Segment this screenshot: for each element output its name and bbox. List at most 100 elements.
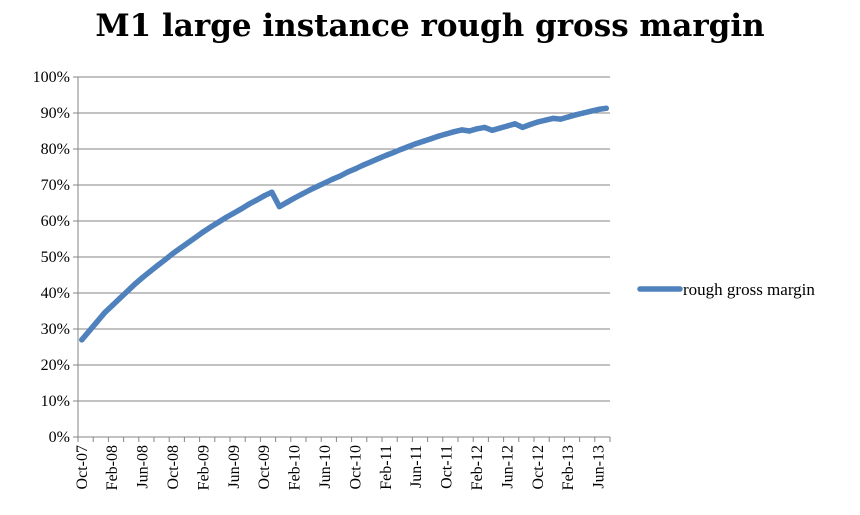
y-axis-ticks: 0% 10% 20% 30% 40% 50% 60% 70% 80% 90% 100% — [33, 69, 78, 446]
x-tick-label: Feb-12 — [469, 445, 486, 490]
data-point — [550, 115, 556, 122]
gridlines — [78, 76, 610, 402]
data-point — [421, 138, 427, 144]
chart-title: M1 large instance rough gross margin — [95, 8, 765, 44]
data-point — [208, 224, 214, 230]
y-tick-label: 40% — [41, 285, 70, 302]
data-point — [459, 127, 465, 133]
x-tick-label: Oct-07 — [74, 445, 91, 489]
data-point — [124, 288, 131, 294]
data-point — [367, 159, 374, 165]
y-tick-label: 0% — [49, 429, 70, 446]
data-point — [284, 199, 290, 205]
data-point — [231, 210, 237, 216]
data-point — [215, 219, 222, 225]
data-point — [580, 110, 587, 116]
data-point — [261, 193, 267, 199]
data-point — [375, 156, 381, 162]
x-tick-label: Jun-11 — [408, 445, 425, 488]
y-tick-label: 100% — [33, 69, 70, 86]
data-point — [299, 191, 305, 197]
x-tick-label: Feb-10 — [287, 445, 304, 490]
data-point — [542, 117, 549, 123]
data-point — [398, 146, 404, 153]
data-point — [307, 187, 313, 193]
data-point — [428, 135, 435, 142]
data-point — [162, 256, 169, 263]
data-point — [101, 310, 108, 316]
x-tick-label: Jun-09 — [226, 445, 243, 489]
data-point — [443, 131, 450, 137]
y-tick-label: 50% — [41, 249, 70, 266]
data-point — [132, 281, 138, 287]
data-point — [329, 176, 336, 182]
x-axis-ticks: Oct-07 Feb-08 Jun-08 Oct-08 Feb-09 Jun-09 Oct-… — [74, 437, 611, 490]
data-point — [489, 127, 495, 133]
data-point — [466, 128, 473, 134]
data-point — [94, 319, 100, 325]
x-tick-label: Jun-08 — [135, 445, 152, 489]
data-point — [291, 195, 298, 201]
data-point — [519, 124, 526, 131]
x-tick-label: Jun-10 — [317, 445, 334, 489]
data-point — [512, 121, 518, 127]
x-tick-label: Feb-08 — [104, 445, 121, 490]
data-point — [352, 166, 359, 172]
data-point — [79, 337, 85, 343]
data-point — [451, 129, 457, 135]
data-point — [269, 189, 275, 195]
data-point — [139, 274, 146, 281]
data-point — [573, 112, 579, 118]
data-point — [436, 133, 442, 139]
legend: rough gross margin — [637, 280, 815, 299]
data-point — [177, 245, 184, 251]
y-tick-label: 20% — [41, 357, 70, 374]
data-point — [238, 206, 245, 212]
data-point — [497, 125, 503, 131]
y-tick-label: 10% — [41, 393, 70, 410]
series-line-rough-gross-margin — [79, 105, 609, 343]
data-point — [200, 229, 207, 235]
data-point — [345, 169, 351, 175]
x-tick-label: Feb-09 — [195, 445, 212, 490]
y-tick-label: 90% — [41, 105, 70, 122]
data-point — [155, 262, 161, 268]
y-tick-label: 80% — [41, 141, 70, 158]
data-point — [185, 239, 191, 246]
x-tick-label: Oct-11 — [439, 445, 456, 489]
data-point — [170, 250, 176, 257]
x-tick-label: Jun-12 — [499, 445, 516, 489]
data-point — [337, 173, 343, 179]
data-point — [253, 197, 260, 203]
data-point — [527, 121, 533, 128]
x-tick-label: Oct-08 — [165, 445, 182, 489]
data-point — [588, 108, 594, 114]
data-point — [565, 114, 571, 120]
data-point — [147, 268, 153, 275]
data-point — [276, 203, 283, 210]
data-point — [390, 149, 397, 156]
data-point — [109, 302, 115, 309]
data-point — [246, 201, 252, 207]
data-point — [193, 234, 199, 240]
data-point — [86, 328, 93, 334]
y-tick-label: 60% — [41, 213, 70, 230]
data-point — [383, 152, 389, 159]
data-point — [474, 126, 480, 132]
data-point — [223, 214, 229, 221]
data-point — [535, 119, 541, 125]
y-tick-label: 70% — [41, 177, 70, 194]
data-point — [322, 180, 328, 186]
y-tick-label: 30% — [41, 321, 70, 338]
x-tick-label: Oct-12 — [530, 445, 547, 489]
data-point — [603, 105, 609, 112]
data-point — [504, 123, 511, 129]
x-tick-label: Feb-11 — [378, 445, 395, 490]
data-point — [405, 143, 412, 150]
data-point — [595, 106, 602, 113]
data-point — [314, 183, 321, 190]
series-layer — [79, 105, 609, 343]
data-point — [413, 140, 419, 147]
x-tick-label: Oct-09 — [256, 445, 273, 489]
